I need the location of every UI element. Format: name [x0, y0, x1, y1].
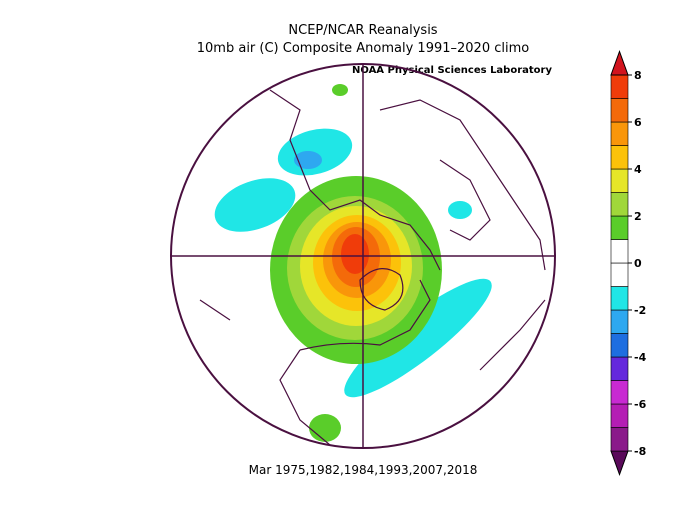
- colorbar-tick-label: 0: [634, 257, 642, 270]
- colorbar-tick-label: 2: [634, 210, 642, 223]
- colorbar-segment: [610, 286, 629, 311]
- credit: NOAA Physical Sciences Laboratory: [352, 65, 553, 76]
- colorbar-segment: [610, 380, 629, 405]
- anomaly-shading: [214, 84, 492, 442]
- colorbar-segment: [610, 403, 629, 428]
- colorbar-tick-label: -8: [634, 445, 646, 458]
- colorbar-tick-label: -2: [634, 304, 646, 317]
- colorbar-segment: [610, 98, 629, 123]
- colorbar-tick-label: -6: [634, 398, 647, 411]
- map: [199, 84, 546, 448]
- footer: Mar 1975,1982,1984,1993,2007,2018: [249, 463, 478, 477]
- colorbar-arrow: [610, 450, 629, 476]
- colorbar-tick-label: 8: [634, 69, 642, 82]
- colorbar-segment: [610, 74, 629, 99]
- colorbar-tick-label: 4: [634, 163, 642, 176]
- colorbar-segment: [610, 215, 629, 240]
- colorbar-tick-label: 6: [634, 116, 642, 129]
- coastlines: [199, 89, 546, 448]
- colorbar-arrow: [610, 50, 629, 76]
- colorbar-tick-label: -4: [634, 351, 647, 364]
- colorbar-segment: [610, 168, 629, 193]
- title: NCEP/NCAR Reanalysis: [288, 23, 437, 38]
- colorbar-segment: [610, 145, 629, 170]
- colorbar-segment: [610, 333, 629, 358]
- map-border: [170, 63, 556, 449]
- colorbar-segment: [610, 309, 629, 334]
- colorbar-segment: [610, 356, 629, 381]
- colorbar-segment: [610, 427, 629, 452]
- colorbar-segment: [610, 192, 629, 217]
- colorbar-segment: [610, 262, 629, 287]
- subtitle: 10mb air (C) Composite Anomaly 1991–2020…: [197, 41, 529, 56]
- colorbar-segment: [610, 121, 629, 146]
- colorbar-segment: [610, 239, 629, 264]
- colorbar: 8 6 4 2 0 -2 -4 -6 -8: [610, 50, 647, 476]
